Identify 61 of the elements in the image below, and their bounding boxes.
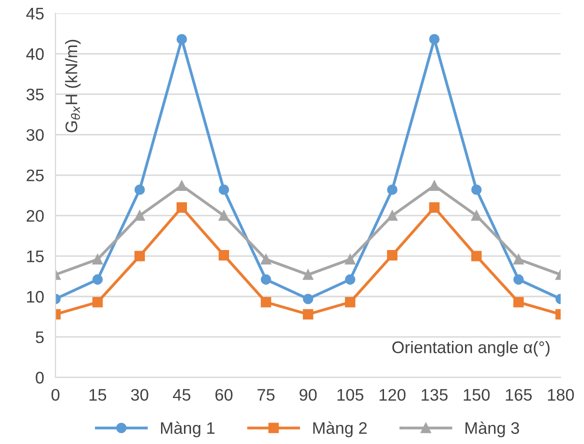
x-tick-label: 60 <box>215 388 232 401</box>
x-tick-label: 120 <box>380 388 406 401</box>
x-tick-label: 45 <box>172 389 190 401</box>
y-tick-label: 0 <box>36 372 44 384</box>
point <box>260 296 272 308</box>
point <box>218 210 230 221</box>
x-tick-label: 15 <box>90 389 106 401</box>
point <box>176 202 187 213</box>
point <box>92 254 103 264</box>
x-tick-label: 0 <box>51 388 60 401</box>
x-tick-label: 135 <box>422 388 448 401</box>
point <box>218 184 230 195</box>
point <box>176 34 187 44</box>
point <box>302 294 314 304</box>
y-tick-label: 30 <box>26 129 44 141</box>
y-tick-label: 20 <box>26 210 44 222</box>
point <box>302 309 314 320</box>
x-axis-title: Orientation angle α(°) <box>392 340 550 357</box>
y-tick-label: 10 <box>27 290 44 303</box>
point <box>387 184 398 195</box>
legend-label: Màng 1 <box>161 422 214 438</box>
point <box>513 274 524 285</box>
point <box>471 184 482 195</box>
y-tick-label: 45 <box>26 8 44 20</box>
legend-label: Màng 3 <box>466 422 520 438</box>
point <box>134 210 145 221</box>
point <box>513 296 524 308</box>
x-tick-label: 75 <box>258 389 275 401</box>
x-tick-label: 30 <box>131 388 148 401</box>
point <box>260 254 272 264</box>
point <box>92 296 103 308</box>
point <box>302 269 314 280</box>
x-tick-label: 165 <box>506 388 532 401</box>
x-tick-label: 150 <box>464 388 490 401</box>
y-tick-label: 15 <box>27 250 44 262</box>
point <box>260 274 272 285</box>
point <box>134 184 145 195</box>
y-tick-label: 40 <box>26 48 44 60</box>
point <box>429 180 440 191</box>
point <box>429 202 440 213</box>
point <box>218 250 230 260</box>
x-tick-label: 105 <box>338 388 364 401</box>
point <box>429 34 440 44</box>
point <box>471 250 482 262</box>
point <box>387 210 398 221</box>
point <box>92 274 103 285</box>
y-tick-label: 25 <box>26 170 44 182</box>
x-tick-label: 90 <box>300 388 317 401</box>
point <box>176 180 187 191</box>
point <box>513 254 524 264</box>
y-tick-label: 35 <box>26 88 44 100</box>
y-axis-title: G$_{θx}$H (kN/m) <box>65 40 81 132</box>
point <box>344 254 356 264</box>
point <box>471 210 482 221</box>
point <box>344 274 356 285</box>
y-tick-label: 5 <box>36 332 44 344</box>
point <box>134 250 145 262</box>
point <box>344 296 356 308</box>
x-tick-label: 180 <box>548 388 574 401</box>
point <box>387 250 398 260</box>
legend-label: Màng 2 <box>313 422 367 438</box>
